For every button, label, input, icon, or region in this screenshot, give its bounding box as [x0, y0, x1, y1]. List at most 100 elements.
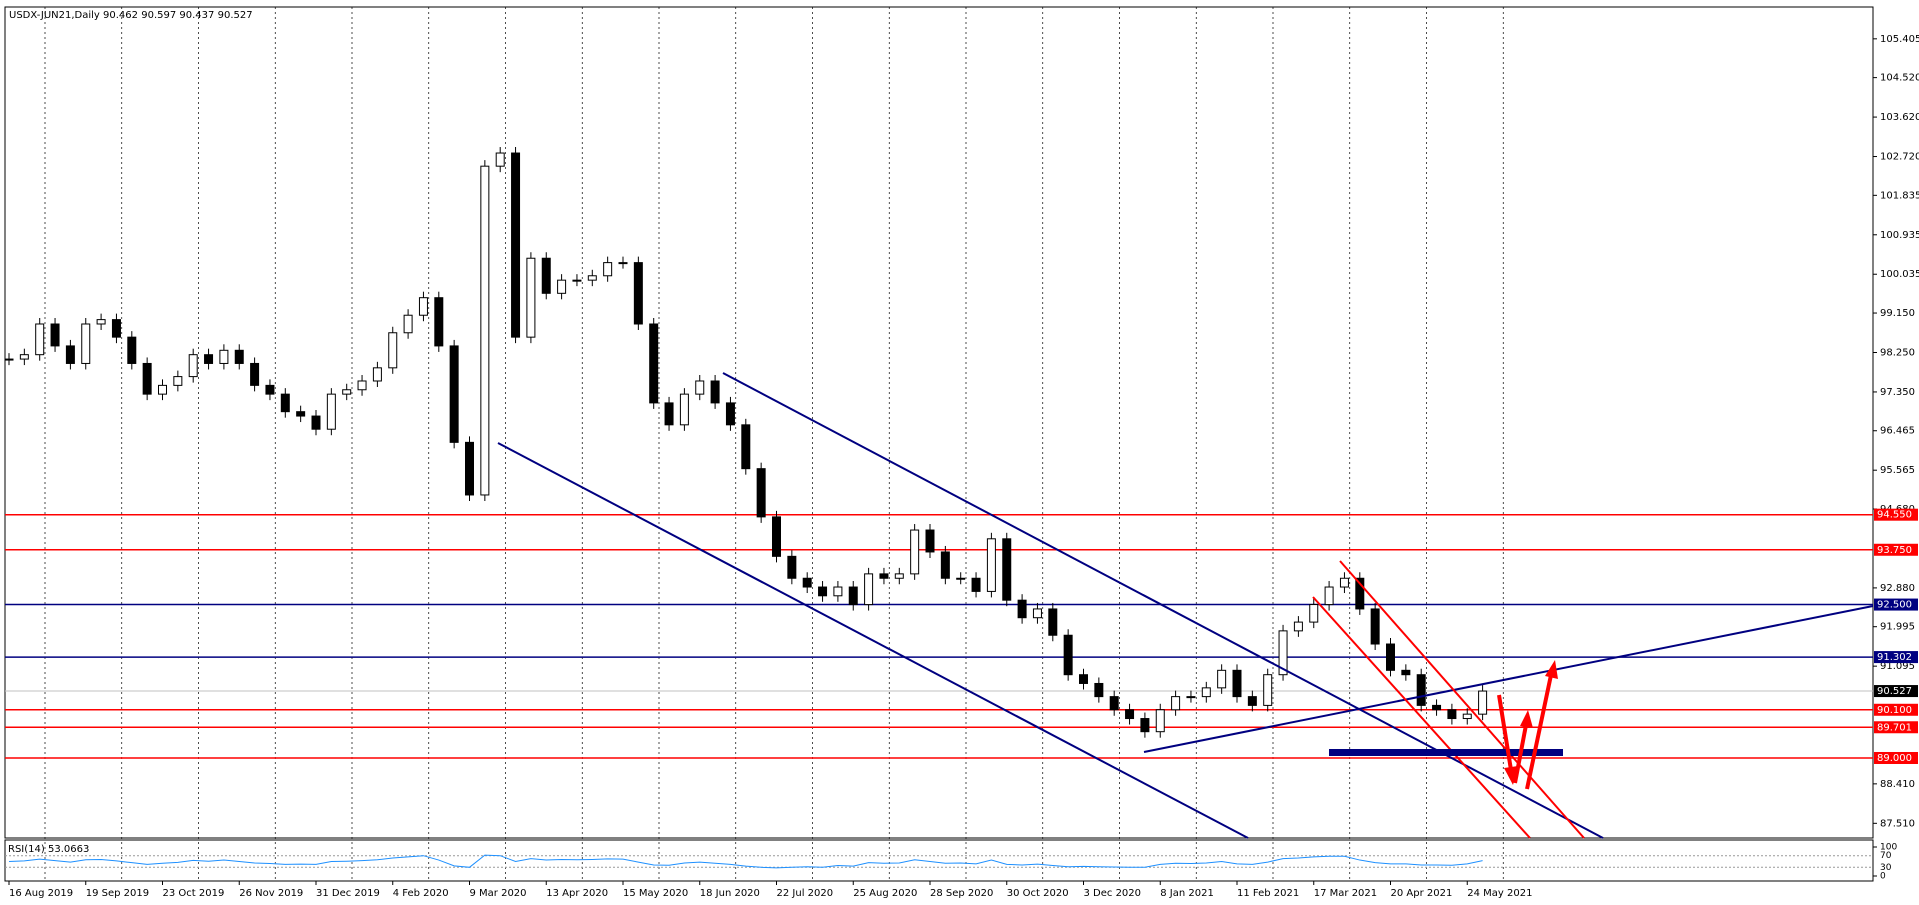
candle: [541, 257, 551, 294]
x-tick-label: 26 Nov 2019: [239, 888, 303, 899]
y-tick-label: 101.835: [1880, 190, 1919, 201]
current-label: 90.527: [1877, 686, 1912, 697]
candle: [1432, 704, 1442, 711]
y-tick-label: 97.350: [1880, 387, 1915, 398]
candle: [787, 555, 797, 579]
levels: [5, 513, 1873, 759]
level-label: 94.550: [1877, 510, 1912, 521]
x-tick-label: 19 Sep 2019: [86, 888, 149, 899]
candle: [142, 362, 152, 395]
candle: [96, 319, 106, 325]
level-box: [1874, 721, 1918, 734]
candle: [465, 441, 474, 496]
x-tick-label: 18 Jun 2020: [700, 888, 760, 899]
x-tick-label: 25 Aug 2020: [853, 888, 917, 899]
x-tick-label: 16 Aug 2019: [9, 888, 73, 899]
y-tick-label: 99.150: [1880, 308, 1915, 319]
rsi-tick-label: 100: [1880, 843, 1897, 853]
candle: [818, 586, 828, 597]
y-tick-label: 98.250: [1880, 347, 1915, 358]
candle: [679, 393, 689, 426]
y-tick-label: 95.565: [1880, 465, 1915, 476]
candle: [633, 262, 643, 325]
x-tick-label: 22 Jul 2020: [777, 888, 834, 899]
candle: [695, 380, 705, 395]
candle: [986, 538, 996, 592]
trendline: [1143, 605, 1874, 753]
candle: [372, 367, 382, 382]
arrow-head: [1504, 766, 1518, 785]
candle: [1309, 604, 1319, 623]
trendline: [497, 442, 1249, 839]
candle: [1186, 696, 1196, 699]
low: 90.437: [179, 10, 214, 21]
rsi-tick-label: 70: [1880, 851, 1892, 861]
y-tick-label: 96.465: [1880, 426, 1915, 437]
candle: [971, 577, 981, 592]
candle: [741, 424, 751, 470]
x-tick-label: 23 Oct 2019: [163, 888, 225, 899]
candle: [296, 411, 306, 417]
candle: [158, 384, 167, 395]
level-label: 91.302: [1877, 652, 1912, 663]
candle: [1002, 538, 1012, 601]
level-label: 92.500: [1877, 600, 1912, 611]
candle: [1063, 634, 1073, 676]
candle: [603, 262, 613, 277]
candle: [234, 349, 244, 364]
candle: [1109, 696, 1119, 711]
candle: [894, 573, 904, 579]
level-label: 93.750: [1877, 545, 1912, 556]
candle: [219, 349, 229, 364]
current-box: [1874, 685, 1918, 698]
level-box: [1874, 751, 1918, 764]
candle: [925, 529, 935, 553]
candle: [1171, 696, 1181, 711]
candle: [864, 573, 874, 606]
candle: [1094, 682, 1104, 698]
candle: [173, 376, 183, 386]
y-tick-label: 100.035: [1880, 269, 1919, 280]
candle: [111, 319, 121, 338]
plot-frame: [4, 6, 1874, 839]
candle: [772, 516, 781, 557]
x-tick-label: 20 Apr 2021: [1391, 888, 1453, 899]
candle: [480, 165, 490, 496]
candle: [956, 577, 966, 580]
x-tick-label: 15 May 2020: [623, 888, 688, 899]
candle: [756, 468, 766, 518]
candle: [1140, 718, 1150, 733]
candle: [418, 297, 428, 316]
candle: [1370, 608, 1380, 645]
rsi-last: 53.0663: [48, 844, 89, 855]
arrows: [1497, 660, 1558, 790]
candle: [1278, 630, 1288, 676]
candle: [495, 152, 505, 167]
symbol: USDX-JUN21,Daily: [9, 10, 100, 21]
candle: [1355, 577, 1365, 610]
rsi-line: [8, 854, 1483, 869]
x-tick-label: 24 May 2021: [1467, 888, 1532, 899]
candle: [434, 297, 444, 347]
x-tick-label: 9 Mar 2020: [470, 888, 527, 899]
candle: [1048, 608, 1058, 636]
candle: [1155, 709, 1165, 733]
y-tick-label: 91.995: [1880, 622, 1915, 633]
candle: [833, 586, 843, 597]
candle: [1247, 696, 1257, 706]
candle: [1462, 713, 1472, 720]
candle: [265, 384, 275, 395]
candle: [1339, 577, 1349, 588]
x-tick-label: 13 Apr 2020: [546, 888, 608, 899]
high: 90.597: [141, 10, 176, 21]
candle: [511, 152, 521, 338]
grid: [44, 7, 1504, 881]
candle: [1447, 709, 1457, 720]
level-label: 89.000: [1877, 753, 1912, 764]
candle: [388, 332, 398, 369]
y-tick-label: 104.520: [1880, 73, 1919, 84]
rsi-tick-label: 0: [1880, 872, 1886, 882]
x-tick-label: 11 Feb 2021: [1237, 888, 1299, 899]
y-tick-label: 102.720: [1880, 152, 1919, 163]
